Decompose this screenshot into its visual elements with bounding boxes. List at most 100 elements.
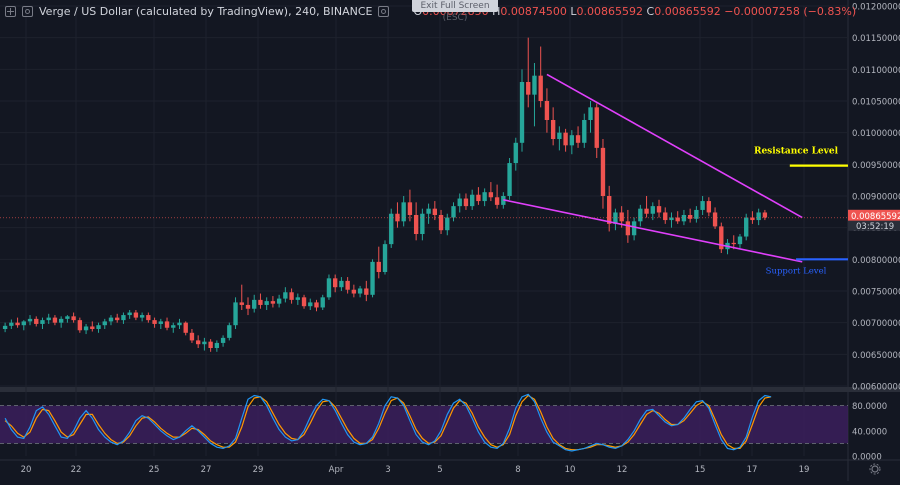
candle-body — [152, 320, 157, 324]
candle-body — [526, 82, 531, 95]
candle-body — [389, 213, 394, 245]
candle-body — [146, 315, 151, 321]
stochastic-pane — [0, 393, 848, 452]
candle-body — [607, 196, 612, 224]
candle-body — [183, 322, 188, 333]
candle-body — [600, 147, 606, 196]
candle-body — [370, 261, 375, 295]
time-tick-label: 15 — [695, 465, 706, 475]
candle-body — [656, 206, 662, 213]
candle-body — [507, 163, 512, 196]
price-tick-label: 0.00800000 — [852, 256, 900, 266]
countdown-badge — [848, 220, 900, 231]
price-tick-label: 0.00600000 — [852, 383, 900, 393]
candle-body — [289, 292, 294, 300]
gear-icon[interactable] — [378, 6, 390, 17]
candle-body — [65, 316, 70, 319]
candle-body — [52, 317, 58, 323]
candle-body — [669, 217, 674, 221]
candle-body — [283, 292, 288, 299]
candle-body — [21, 321, 26, 326]
candle-body — [58, 318, 64, 323]
symbol-title: Verge / US Dollar (calculated by Trading… — [39, 5, 373, 18]
price-tick-label: 0.00900000 — [852, 193, 900, 203]
candle-body — [189, 332, 195, 341]
candle-body — [339, 280, 344, 288]
candle-body — [27, 318, 33, 322]
candle-body — [115, 317, 120, 321]
time-tick-label: 22 — [71, 465, 82, 475]
candle-body — [737, 236, 743, 245]
expand-icon[interactable] — [5, 6, 16, 17]
candle-body — [650, 206, 655, 214]
candle-body — [413, 215, 419, 234]
candle-body — [631, 221, 637, 236]
candle-body — [345, 280, 350, 290]
time-tick-label: 29 — [253, 465, 264, 475]
candles — [2, 37, 768, 352]
price-tick-label: 0.00950000 — [852, 161, 900, 171]
stoch-tick-label: 0.0000 — [852, 453, 882, 463]
wedge-lower-line — [503, 199, 803, 263]
resistance-label: Resistance Level — [754, 147, 839, 157]
low-value: 0.00865592 — [576, 5, 644, 18]
price-tick-label: 0.00650000 — [852, 351, 900, 361]
price-tick-label: 0.01150000 — [852, 34, 900, 44]
candle-body — [15, 322, 20, 326]
time-tick-label: 17 — [747, 465, 758, 475]
candle-body — [625, 221, 631, 236]
candle-body — [544, 101, 550, 120]
candle-body — [575, 135, 581, 143]
candle-body — [451, 206, 456, 218]
candle-body — [638, 208, 643, 222]
candle-body — [214, 342, 220, 348]
levels — [0, 164, 848, 261]
price-axis[interactable]: 0.01200000 0.01150000 0.01100000 0.01050000… — [848, 3, 900, 463]
candle-body — [700, 201, 705, 210]
candle-body — [401, 202, 406, 222]
candle-body — [2, 325, 8, 329]
time-tick-label: 5 — [437, 465, 442, 475]
exit-fullscreen-button[interactable]: Exit Full Screen (ESC) — [412, 0, 498, 23]
time-axis[interactable]: 20 22 25 27 29 Apr 3 5 8 10 12 15 17 19 — [21, 465, 810, 475]
countdown-label: 03:52:19 — [856, 222, 894, 232]
candle-body — [295, 297, 300, 300]
candle-body — [731, 242, 736, 245]
candle-body — [202, 341, 207, 345]
candle-body — [644, 208, 649, 214]
gear-icon[interactable] — [869, 463, 881, 475]
candle-body — [426, 208, 431, 214]
candle-body — [569, 135, 575, 146]
candle-body — [675, 217, 680, 222]
candle-body — [258, 299, 263, 305]
candle-body — [46, 317, 51, 321]
trendlines — [503, 73, 803, 263]
settings-icon[interactable] — [22, 6, 33, 17]
stoch-band — [0, 405, 848, 444]
price-tick-label: 0.01000000 — [852, 129, 900, 139]
candle-body — [177, 322, 182, 326]
candle-body — [470, 194, 475, 207]
candle-body — [351, 289, 357, 294]
candle-body — [519, 82, 525, 143]
candle-body — [171, 325, 176, 328]
candle-body — [270, 301, 276, 304]
candle-body — [96, 325, 101, 329]
price-tick-label: 0.00700000 — [852, 319, 900, 329]
candle-body — [357, 288, 363, 294]
candle-body — [563, 132, 568, 146]
candle-body — [9, 322, 14, 326]
candle-body — [557, 132, 562, 139]
time-tick-label: Apr — [329, 465, 344, 475]
candle-body — [90, 326, 95, 329]
stoch-tick-label: 80.0000 — [852, 402, 887, 412]
close-label: C — [646, 5, 655, 18]
candle-body — [320, 297, 325, 308]
time-tick-label: 12 — [617, 465, 628, 475]
candle-body — [308, 302, 313, 307]
time-tick-label: 10 — [565, 465, 576, 475]
candle-body — [681, 215, 687, 222]
candle-body — [482, 192, 487, 202]
